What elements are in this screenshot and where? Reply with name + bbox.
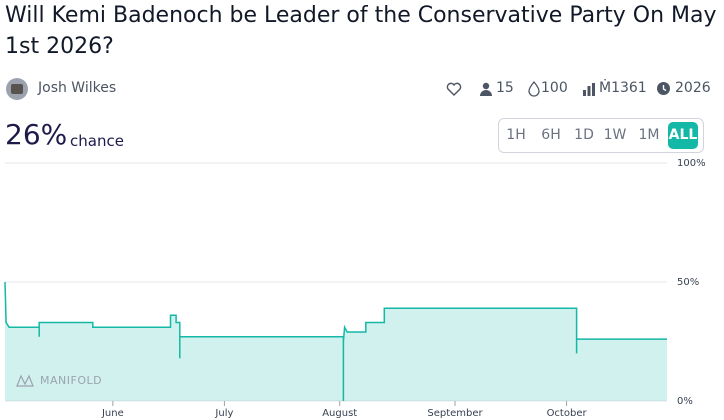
traders: 15 bbox=[496, 80, 514, 96]
close-icon bbox=[657, 82, 670, 95]
area bbox=[5, 282, 667, 401]
line bbox=[4, 281, 667, 401]
traders-icon bbox=[480, 82, 492, 96]
y-tick-label: 100% bbox=[677, 158, 706, 169]
author[interactable]: Josh Wilkes bbox=[38, 80, 117, 96]
x-tick-label: October bbox=[547, 408, 588, 419]
time-range-button[interactable]: 1M bbox=[638, 127, 660, 143]
volume: Ṁ1361 bbox=[599, 80, 647, 96]
watermark-icon bbox=[16, 374, 34, 387]
y-tick-label: 0% bbox=[677, 396, 693, 407]
market-title: Will Kemi Badenoch be Leader of the Cons… bbox=[5, 3, 717, 59]
probability-label: chance bbox=[70, 132, 124, 150]
volume-icon bbox=[583, 83, 595, 96]
liquidity: 100 bbox=[541, 80, 568, 96]
x-tick-label: June bbox=[101, 408, 124, 419]
probability: 26% bbox=[5, 118, 68, 151]
time-range-button[interactable]: 1D bbox=[574, 127, 594, 143]
time-range-button[interactable]: 1W bbox=[603, 127, 627, 143]
close-year: 2026 bbox=[675, 80, 711, 96]
time-range-button[interactable]: 6H bbox=[541, 127, 561, 143]
x-tick-label: July bbox=[214, 408, 233, 419]
time-range-button[interactable]: 1H bbox=[506, 127, 526, 143]
watermark: MANIFOLD bbox=[40, 374, 102, 387]
x-tick-label: September bbox=[427, 408, 483, 419]
like-icon[interactable] bbox=[446, 81, 462, 97]
liquidity-icon bbox=[528, 80, 540, 97]
x-tick-label: August bbox=[322, 408, 357, 419]
time-range-selector: 1H 6H 1D 1W 1M ALL bbox=[498, 118, 704, 153]
time-range-button[interactable]: ALL bbox=[668, 122, 698, 149]
y-tick-label: 50% bbox=[677, 277, 699, 288]
avatar[interactable] bbox=[5, 77, 29, 101]
